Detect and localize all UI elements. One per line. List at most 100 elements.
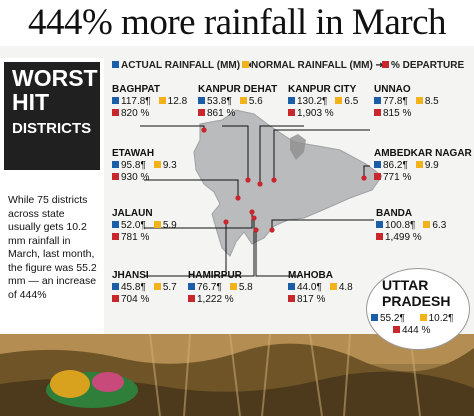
district-actual: 117.8	[121, 96, 146, 107]
normal-swatch-icon	[242, 61, 249, 68]
state-name-line1: UTTAR	[382, 277, 429, 293]
state-departure: 444 %	[402, 325, 431, 336]
district-marker	[257, 181, 263, 187]
state-summary-badge	[366, 268, 470, 350]
district-name: ETAWAH	[112, 148, 155, 159]
departure-swatch-icon	[376, 233, 383, 240]
district-normal: 8.5	[424, 96, 439, 107]
district-name: JALAUN	[112, 208, 153, 219]
district-actual: 100.8	[385, 220, 411, 231]
actual-swatch-icon	[112, 161, 119, 168]
district-marker	[251, 215, 257, 221]
district-name: HAMIRPUR	[188, 270, 242, 281]
district-departure: 930 %	[121, 172, 150, 183]
leader-line	[216, 218, 255, 277]
district-actual: 52.0	[121, 220, 141, 231]
departure-swatch-icon	[188, 295, 195, 302]
state-values: 55.2¶ 10.2¶ 444 %	[371, 313, 453, 337]
departure-swatch-icon	[112, 109, 119, 116]
headline: 444% more rainfall in March	[0, 0, 474, 46]
state-actual: 55.2	[380, 313, 400, 324]
actual-swatch-icon	[112, 97, 119, 104]
leader-line	[273, 129, 370, 180]
district-banda: BANDA 100.8¶ 6.3 1,499 %	[376, 208, 447, 243]
departure-swatch-icon	[382, 61, 389, 68]
district-normal: 9.3	[162, 160, 177, 171]
normal-swatch-icon	[153, 221, 161, 228]
district-kanpur-city: KANPUR CITY 130.2¶ 6.5 1,903 %	[288, 84, 359, 119]
normal-swatch-icon	[229, 283, 237, 290]
normal-swatch-icon	[415, 161, 423, 168]
district-kanpur-dehat: KANPUR DEHAT 53.8¶ 5.6 861 %	[198, 84, 278, 119]
district-actual: 45.8	[121, 282, 141, 293]
district-normal: 5.6	[248, 96, 263, 107]
district-normal: 6.5	[344, 96, 359, 107]
normal-swatch-icon	[153, 283, 161, 290]
district-name: UNNAO	[374, 84, 411, 95]
worst-hit-banner: WORST HIT DISTRICTS	[4, 62, 100, 170]
district-name: BANDA	[376, 208, 413, 219]
departure-swatch-icon	[112, 173, 119, 180]
legend-departure: % DEPARTURE	[382, 60, 464, 71]
departure-swatch-icon	[374, 109, 381, 116]
leader-line	[363, 165, 370, 178]
leader-line	[255, 230, 300, 277]
actual-swatch-icon	[288, 283, 295, 290]
leader-line	[144, 179, 239, 198]
actual-swatch-icon	[371, 314, 378, 321]
district-marker	[269, 227, 275, 233]
leader-line	[222, 125, 249, 180]
district-departure: 1,903 %	[297, 108, 334, 119]
district-departure: 1,499 %	[385, 232, 422, 243]
district-departure: 781 %	[121, 232, 150, 243]
leader-line	[259, 125, 304, 184]
normal-swatch-icon	[419, 314, 427, 321]
district-marker	[253, 227, 259, 233]
departure-swatch-icon	[112, 233, 119, 240]
actual-swatch-icon	[374, 161, 381, 168]
district-ambedkar-nagar: AMBEDKAR NAGAR 86.2¶ 9.9 771 %	[374, 148, 472, 183]
actual-swatch-icon	[112, 61, 119, 68]
district-name: AMBEDKAR NAGAR	[374, 148, 472, 159]
district-actual: 130.2	[297, 96, 323, 107]
district-departure: 820 %	[121, 108, 150, 119]
district-marker	[245, 177, 251, 183]
district-jhansi: JHANSI 45.8¶ 5.7 704 %	[112, 270, 177, 305]
state-title: UTTAR PRADESH	[382, 277, 450, 309]
district-name: KANPUR CITY	[288, 84, 357, 95]
district-departure: 815 %	[383, 108, 412, 119]
legend-actual: ACTUAL RAINFALL (MM) ⇥	[112, 60, 251, 71]
district-name: BAGHPAT	[112, 84, 160, 95]
district-departure: 817 %	[297, 294, 326, 305]
normal-swatch-icon	[158, 97, 166, 104]
district-actual: 86.2	[383, 160, 403, 171]
district-normal: 5.8	[238, 282, 253, 293]
departure-swatch-icon	[374, 173, 381, 180]
district-actual: 53.8	[207, 96, 227, 107]
actual-swatch-icon	[288, 97, 295, 104]
district-jalaun: JALAUN 52.0¶ 5.9 781 %	[112, 208, 177, 243]
district-departure: 1,222 %	[197, 294, 234, 305]
district-marker	[201, 127, 207, 133]
india-outline-icon	[290, 134, 306, 160]
district-normal: 12.8	[167, 96, 188, 107]
district-actual: 76.7	[197, 282, 217, 293]
legend-normal: NORMAL RAINFALL (MM) ⇥	[242, 60, 384, 71]
departure-swatch-icon	[288, 295, 295, 302]
actual-swatch-icon	[198, 97, 205, 104]
state-name-line2: PRADESH	[382, 293, 451, 309]
district-name: JHANSI	[112, 270, 149, 281]
actual-swatch-icon	[188, 283, 195, 290]
normal-swatch-icon	[335, 97, 343, 104]
districts-label: DISTRICTS	[12, 120, 92, 137]
state-map	[140, 109, 383, 277]
sidebar-description: While 75 districts across state usually …	[8, 194, 97, 301]
sidebar: WORST HIT DISTRICTS While 75 districts a…	[0, 58, 104, 334]
district-name: KANPUR DEHAT	[198, 84, 278, 95]
district-unnao: UNNAO 77.8¶ 8.5 815 %	[374, 84, 439, 119]
departure-swatch-icon	[198, 109, 205, 116]
district-etawah: ETAWAH 95.8¶ 9.3 930 %	[112, 148, 177, 183]
hit-label: HIT	[12, 89, 50, 115]
district-normal: 6.3	[432, 220, 447, 231]
district-baghpat: BAGHPAT 117.8¶ 12.8 820 %	[112, 84, 188, 119]
